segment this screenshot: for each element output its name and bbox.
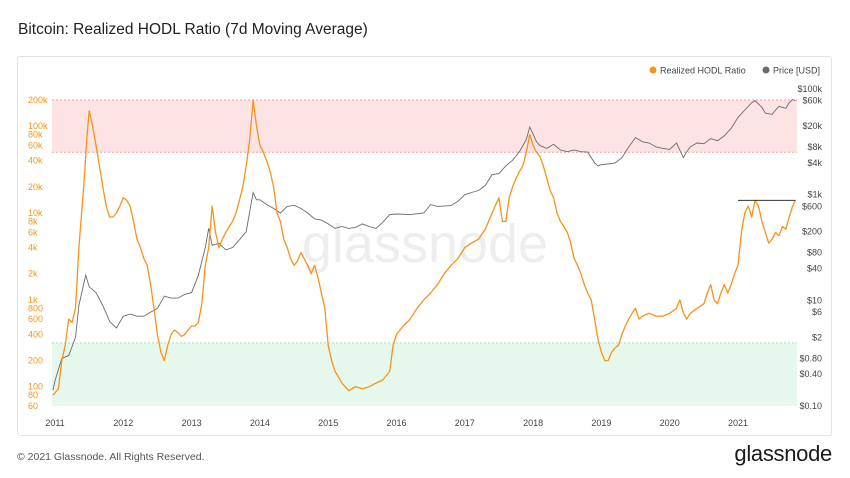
- left-tick-label: 200k: [28, 95, 48, 105]
- left-tick-label: 100k: [28, 121, 48, 131]
- right-tick-label: $0.10: [799, 401, 822, 411]
- rhodl-line: [52, 99, 796, 396]
- glassnode-logo: glassnode: [734, 441, 832, 466]
- left-tick-label: 40k: [28, 156, 43, 166]
- x-tick-label: 2011: [45, 418, 64, 428]
- right-axis: $0.10 $0.40 $0.80 $2 $6 $10 $40 $80 $200 $600$1k $…: [797, 84, 822, 411]
- right-tick-label: $6: [812, 307, 822, 317]
- left-tick-label: 10k: [28, 208, 43, 218]
- left-tick-label: 60: [28, 401, 38, 411]
- right-tick-label: $0.40: [799, 369, 822, 379]
- right-tick-label: $600: [802, 201, 822, 211]
- x-tick-label: 2021: [728, 418, 748, 428]
- left-tick-label: 200: [28, 356, 43, 366]
- x-axis: 2011 2012 2013 2014 2015 2016 2017 2018 2019 2020…: [45, 418, 748, 428]
- watermark: glassnode: [302, 214, 548, 274]
- right-tick-label: $1k: [807, 190, 822, 200]
- right-tick-label: $4k: [807, 158, 822, 168]
- x-tick-label: 2019: [591, 418, 611, 428]
- left-tick-label: 6k: [28, 227, 38, 237]
- left-tick-label: 8k: [28, 216, 38, 226]
- x-tick-label: 2018: [523, 418, 543, 428]
- legend: Realized HODL Ratio Price [USD]: [649, 66, 820, 76]
- right-tick-label: $80: [807, 248, 822, 258]
- price-line: [52, 99, 796, 391]
- x-tick-label: 2012: [113, 418, 133, 428]
- chart-frame: [17, 56, 832, 436]
- left-tick-label: 80k: [28, 130, 43, 140]
- right-tick-label: $0.80: [799, 353, 822, 363]
- left-tick-label: 60k: [28, 140, 43, 150]
- threshold-bands: [52, 99, 797, 406]
- right-tick-label: $10: [807, 295, 822, 305]
- left-tick-label: 400: [28, 329, 43, 339]
- left-tick-label: 100: [28, 382, 43, 392]
- right-tick-label: $40: [807, 264, 822, 274]
- left-tick-label: 800: [28, 303, 43, 313]
- chart-title: Bitcoin: Realized HODL Ratio (7d Moving …: [18, 21, 368, 38]
- x-tick-label: 2016: [386, 418, 406, 428]
- right-tick-label: $200: [802, 227, 822, 237]
- legend-price-label[interactable]: Price [USD]: [773, 66, 820, 76]
- left-tick-label: 1k: [28, 295, 38, 305]
- left-tick-label: 80: [28, 390, 38, 400]
- right-tick-label: $100k: [797, 84, 822, 94]
- right-tick-label: $8k: [807, 142, 822, 152]
- x-tick-label: 2015: [318, 418, 338, 428]
- right-tick-label: $2: [812, 332, 822, 342]
- legend-rhodl-label[interactable]: Realized HODL Ratio: [660, 66, 746, 76]
- legend-rhodl-swatch: [649, 66, 657, 74]
- x-tick-label: 2020: [660, 418, 680, 428]
- top-band: [52, 100, 797, 153]
- legend-price-swatch: [762, 66, 770, 74]
- x-tick-label: 2017: [455, 418, 475, 428]
- right-tick-label: $60k: [802, 96, 822, 106]
- left-tick-label: 4k: [28, 243, 38, 253]
- left-tick-label: 600: [28, 314, 43, 324]
- left-tick-label: 20k: [28, 182, 43, 192]
- x-tick-label: 2013: [182, 418, 202, 428]
- bottom-band: [52, 342, 797, 406]
- copyright-footer: © 2021 Glassnode. All Rights Reserved.: [17, 451, 205, 463]
- right-tick-label: $20k: [802, 121, 822, 131]
- x-tick-label: 2014: [250, 418, 270, 428]
- series-lines: [52, 99, 796, 396]
- left-tick-label: 2k: [28, 269, 38, 279]
